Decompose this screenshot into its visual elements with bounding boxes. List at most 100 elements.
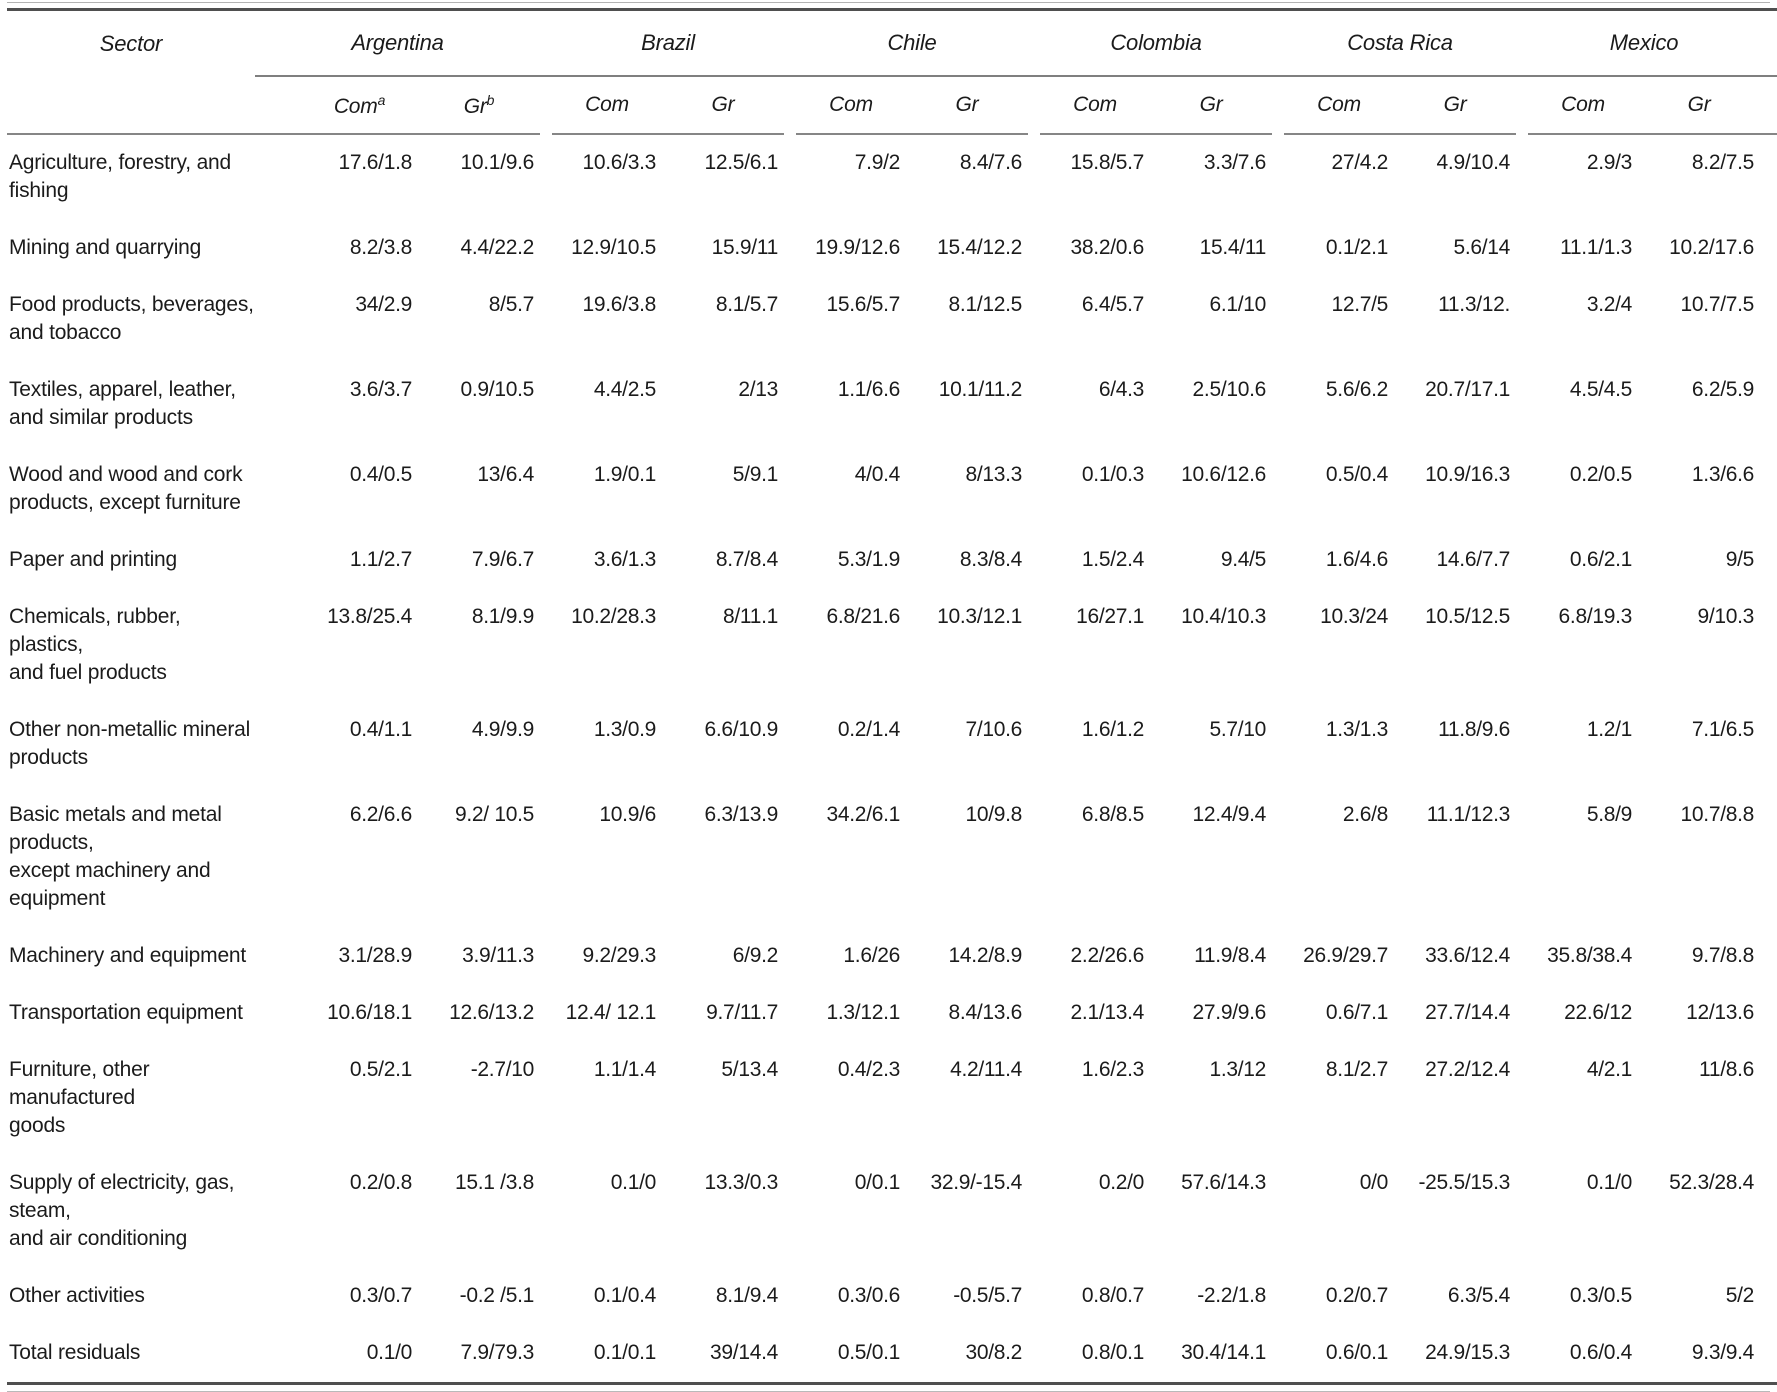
value-cell: 12.7/5 bbox=[1331, 293, 1389, 316]
value-cell: 11.1/12.3 bbox=[1426, 803, 1511, 826]
value-cell: 8.3/8.4 bbox=[959, 548, 1023, 571]
value-cell: -2.2/1.8 bbox=[1197, 1284, 1267, 1307]
value-cell: 0.6/2.1 bbox=[1569, 548, 1633, 571]
column-gap bbox=[1516, 1325, 1528, 1384]
value-cell: 6.4/5.7 bbox=[1081, 293, 1145, 316]
column-gap bbox=[1272, 1325, 1284, 1384]
sector-cell: Textiles, apparel, leather, and similar … bbox=[9, 378, 236, 429]
column-gap bbox=[1272, 9, 1285, 77]
column-gap bbox=[1516, 134, 1528, 220]
sector-cell: Basic metals and metal products, except … bbox=[9, 803, 222, 910]
value-cell: 4.5/4.5 bbox=[1569, 378, 1633, 401]
value-cell: 6.3/5.4 bbox=[1447, 1284, 1511, 1307]
column-gap bbox=[784, 220, 796, 277]
column-pad bbox=[1760, 447, 1777, 532]
sector-cell: Chemicals, rubber, plastics, and fuel pr… bbox=[9, 605, 181, 684]
value-cell: -0.2 /5.1 bbox=[459, 1284, 535, 1307]
sector-cell: Furniture, other manufactured goods bbox=[9, 1058, 150, 1137]
value-cell: 5.8/9 bbox=[1586, 803, 1633, 826]
value-cell: 10.9/16.3 bbox=[1425, 463, 1511, 486]
value-cell: 9.7/8.8 bbox=[1691, 944, 1755, 967]
value-cell: 34/2.9 bbox=[355, 293, 412, 316]
table-row: Food products, beverages, and tobacco 34… bbox=[7, 277, 1777, 362]
sector-header-spacer bbox=[7, 76, 255, 135]
value-cell: 0.1/0 bbox=[610, 1171, 657, 1194]
value-cell: 15.9/11 bbox=[711, 236, 779, 259]
value-cell: 0.2/1.4 bbox=[837, 718, 901, 741]
value-cell: 8.2/3.8 bbox=[349, 236, 412, 259]
value-cell: 10.7/8.8 bbox=[1680, 803, 1755, 826]
value-cell: 10.4/10.3 bbox=[1181, 605, 1267, 628]
value-cell: 1.3/0.9 bbox=[593, 718, 657, 741]
value-cell: 7.1/6.5 bbox=[1691, 718, 1755, 741]
chile-gr-header: Gr bbox=[906, 76, 1029, 135]
value-cell: 9.4/5 bbox=[1220, 548, 1267, 571]
sector-column-header: Sector bbox=[99, 30, 163, 56]
value-cell: 6.2/5.9 bbox=[1691, 378, 1755, 401]
value-cell: 12.9/10.5 bbox=[571, 236, 657, 259]
column-gap bbox=[1272, 1268, 1284, 1325]
value-cell: 8.4/7.6 bbox=[959, 151, 1023, 174]
table-row: Textiles, apparel, leather, and similar … bbox=[7, 362, 1777, 447]
value-cell: 0.3/0.5 bbox=[1569, 1284, 1633, 1307]
value-cell: 11.3/12. bbox=[1438, 293, 1511, 316]
value-cell: 20.7/17.1 bbox=[1425, 378, 1511, 401]
argentina-gr-header: Grb bbox=[418, 76, 541, 135]
value-cell: 24.9/15.3 bbox=[1425, 1341, 1511, 1364]
value-cell: 5.6/6.2 bbox=[1325, 378, 1389, 401]
value-cell: 4.2/11.4 bbox=[950, 1058, 1023, 1081]
country-header-argentina: Argentina bbox=[255, 9, 541, 77]
value-cell: 2.1/13.4 bbox=[1070, 1001, 1145, 1024]
column-gap bbox=[1028, 134, 1040, 220]
column-gap bbox=[1516, 447, 1528, 532]
value-cell: 4/2.1 bbox=[1586, 1058, 1633, 1081]
value-cell: 13/6.4 bbox=[477, 463, 535, 486]
column-gap bbox=[784, 928, 796, 985]
value-cell: 13.8/25.4 bbox=[327, 605, 412, 628]
column-gap bbox=[784, 589, 796, 702]
column-gap bbox=[540, 985, 552, 1042]
footnote-marker-a: a bbox=[377, 91, 386, 108]
value-cell: 9.2/ 10.5 bbox=[454, 803, 535, 826]
table-sheet: Sector Argentina Brazil Chile Colombia C… bbox=[7, 2, 1777, 1392]
column-gap bbox=[784, 985, 796, 1042]
value-cell: 1.3/12.1 bbox=[826, 1001, 901, 1024]
column-gap bbox=[784, 1155, 796, 1268]
column-gap bbox=[540, 532, 552, 589]
value-cell: 0.4/0.5 bbox=[349, 463, 412, 486]
value-cell: 4.9/9.9 bbox=[471, 718, 535, 741]
country-header-brazil: Brazil bbox=[552, 9, 785, 77]
table-row: Total residuals 0.1/0 7.9/79.3 0.1/0.1 3… bbox=[7, 1325, 1777, 1384]
column-pad bbox=[1760, 589, 1777, 702]
value-cell: 10.6/12.6 bbox=[1181, 463, 1267, 486]
value-cell: 8/13.3 bbox=[965, 463, 1023, 486]
value-cell: 19.6/3.8 bbox=[582, 293, 657, 316]
sector-cell: Paper and printing bbox=[9, 548, 178, 571]
value-cell: 1.6/1.2 bbox=[1081, 718, 1145, 741]
column-gap bbox=[1028, 589, 1040, 702]
value-cell: 2.9/3 bbox=[1586, 151, 1633, 174]
mexico-com-header: Com bbox=[1528, 76, 1639, 135]
value-cell: 3.6/1.3 bbox=[593, 548, 657, 571]
column-gap bbox=[1516, 1268, 1528, 1325]
value-cell: 9.3/9.4 bbox=[1691, 1341, 1755, 1364]
value-cell: 35.8/38.4 bbox=[1547, 944, 1633, 967]
footnote-marker-b: b bbox=[486, 91, 495, 108]
value-cell: 0.2/0.5 bbox=[1569, 463, 1633, 486]
column-gap bbox=[1028, 362, 1040, 447]
value-cell: 27.7/14.4 bbox=[1425, 1001, 1511, 1024]
value-cell: 12.5/6.1 bbox=[704, 151, 779, 174]
column-gap bbox=[784, 1268, 796, 1325]
colombia-gr-header: Gr bbox=[1150, 76, 1273, 135]
column-gap bbox=[1272, 1042, 1284, 1155]
value-cell: 39/14.4 bbox=[710, 1341, 779, 1364]
column-gap bbox=[540, 220, 552, 277]
value-cell: 2/13 bbox=[738, 378, 779, 401]
value-cell: 14.2/8.9 bbox=[948, 944, 1023, 967]
value-cell: 10.7/7.5 bbox=[1680, 293, 1755, 316]
column-gap bbox=[1272, 447, 1284, 532]
value-cell: 7/10.6 bbox=[965, 718, 1023, 741]
value-cell: 8/11.1 bbox=[722, 605, 779, 628]
table-row: Mining and quarrying 8.2/3.8 4.4/22.2 12… bbox=[7, 220, 1777, 277]
value-cell: 7.9/79.3 bbox=[460, 1341, 535, 1364]
